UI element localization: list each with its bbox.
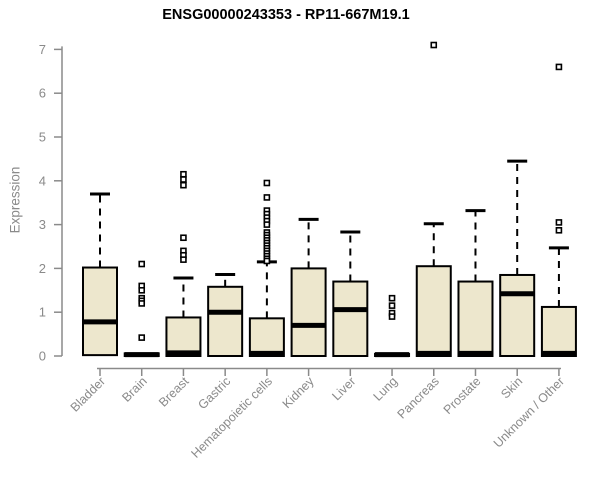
x-axis-category-label: Pancreas [395,374,442,421]
y-axis-tick-label: 1 [39,305,46,320]
iqr-box [82,266,118,357]
y-axis: 0 1 2 3 4 5 6 7 [39,42,63,364]
box-pancreas [415,41,452,357]
iqr-box [415,265,452,357]
y-axis-tick-label: 6 [39,86,46,101]
iqr-box [165,316,202,357]
y-axis-tick-label: 3 [39,217,46,232]
x-axis-category-label: Prostate [441,374,484,417]
outlier-point [388,294,396,302]
box-liver [332,230,369,358]
y-axis-tick-label: 5 [39,130,46,145]
outlier-point [555,219,563,226]
outlier-point [263,221,271,228]
iqr-box [207,285,244,357]
outlier-point [180,181,187,189]
outlier-point [138,286,146,294]
outlier-point [180,176,187,183]
x-axis-category-label: Skin [498,374,525,401]
x-axis-category-label: Hematopoietic cells [188,374,275,461]
box-unknown-other [540,63,577,357]
outlier-point [388,313,396,320]
outlier-point [180,234,187,242]
iqr-box [290,267,327,357]
outlier-point [263,179,271,187]
outlier-point [263,257,271,265]
iqr-box [499,273,536,357]
outlier-point [555,63,563,71]
outlier-point [430,41,438,49]
iqr-box [332,280,369,358]
y-axis-tick-label: 4 [39,173,46,188]
outlier-point [263,194,271,201]
x-axis-category-label: Breast [156,374,192,410]
iqr-box [248,317,285,357]
outlier-point [180,170,187,178]
x-axis-category-label: Kidney [280,374,317,411]
x-axis-category-label: Gastric [195,374,233,412]
outlier-point [138,300,146,307]
outlier-point [138,334,146,341]
outlier-point [180,256,187,263]
box-lung [374,294,411,358]
x-axis-category-label: Brain [119,374,150,405]
outlier-point [138,260,146,268]
box-gastric [207,273,244,357]
box-breast [165,170,202,357]
box-prostate [457,209,494,358]
outlier-point [388,302,396,309]
box-brain [123,260,160,358]
x-axis-category-label: Liver [329,374,358,403]
box-hematopoietic-cells [248,179,285,357]
box-kidney [290,217,327,357]
box-bladder [82,192,118,357]
y-axis-tick-label: 0 [39,349,46,364]
x-axis-category-label: Unknown / Other [491,374,567,450]
chart-title: ENSG00000243353 - RP11-667M19.1 [162,7,410,23]
x-axis-category-label: Bladder [68,374,108,414]
y-axis-tick-label: 2 [39,261,46,276]
iqr-box [457,280,494,358]
box-skin [499,159,536,357]
iqr-box [540,305,577,357]
outlier-point [555,226,563,234]
x-axis-category-label: Lung [371,374,401,404]
y-axis-tick-label: 7 [39,42,46,57]
